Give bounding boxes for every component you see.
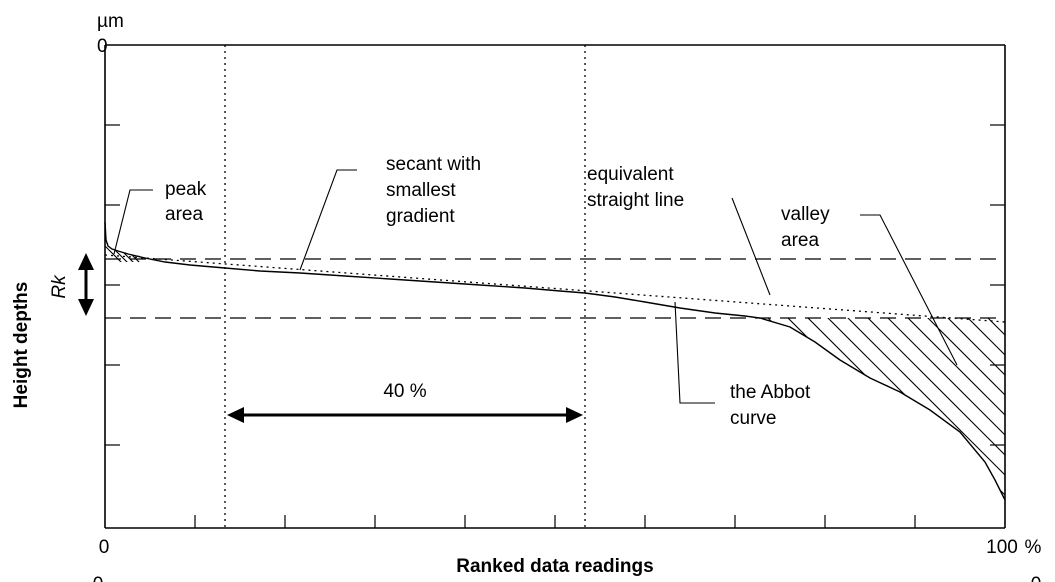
abbott-curve: [104, 221, 1006, 501]
y-axis-title: Height depths: [11, 282, 32, 409]
peak-area-hatching: [105, 224, 140, 262]
rk-label: Rk: [49, 274, 70, 299]
y-top-zero-label: 0: [97, 36, 108, 57]
span-40-percent-arrow: [227, 407, 583, 423]
equivalent-line-label-line1: equivalent: [587, 164, 674, 185]
abbot-curve-label-line2: curve: [730, 408, 776, 429]
plot-frame: [104, 44, 1006, 529]
secant-label-line3: gradient: [386, 206, 455, 227]
valley-area-hatching: [760, 318, 1005, 500]
secant-label-line2: smallest: [386, 180, 456, 201]
bottom-right-zero-label: 0: [1031, 574, 1042, 582]
rk-double-arrow: [78, 253, 94, 316]
x-left-zero-label: 0: [99, 537, 110, 558]
peak-area-leader: [113, 189, 153, 255]
secant-label-line1: secant with: [386, 154, 481, 175]
peak-area-label-line1: peak: [165, 179, 207, 200]
y-unit-label: µm: [97, 11, 124, 32]
equivalent-line-label-line2: straight line: [587, 190, 684, 211]
equivalent-straight-line: [104, 254, 1006, 323]
equivalent-line-leader: [731, 197, 771, 296]
axis-ticks: [105, 124, 1005, 528]
abbot-curve-leader: [674, 301, 715, 404]
x-right-percent-label: %: [1025, 537, 1042, 558]
peak-area-label-line2: area: [165, 204, 203, 225]
abbot-curve-label-line1: the Abbot: [730, 382, 811, 403]
span-40-percent-label: 40 %: [383, 381, 426, 402]
valley-area-label-line1: valley: [781, 204, 830, 225]
x-axis-title: Ranked data readings: [456, 556, 653, 577]
secant-leader: [299, 169, 357, 271]
x-right-hundred-label: 100: [986, 537, 1018, 558]
bottom-left-zero-label: 0: [93, 574, 104, 582]
valley-area-leader: [860, 214, 958, 366]
valley-area-label-line2: area: [781, 230, 819, 251]
